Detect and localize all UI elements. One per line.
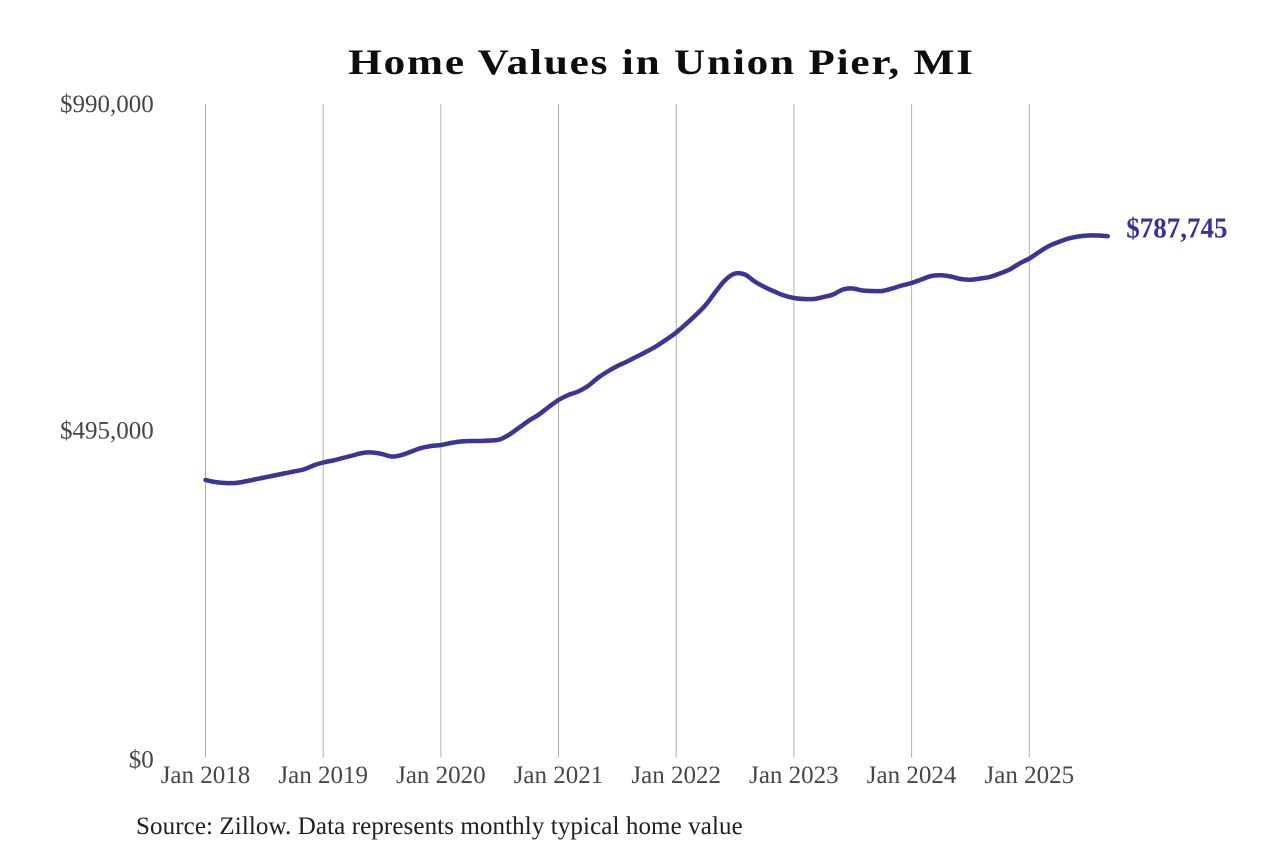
svg-text:Jan 2021: Jan 2021 (514, 762, 604, 789)
svg-text:Jan 2025: Jan 2025 (985, 762, 1075, 789)
svg-text:$0: $0 (129, 747, 154, 774)
svg-text:$495,000: $495,000 (60, 418, 154, 445)
svg-text:Jan 2023: Jan 2023 (749, 762, 839, 789)
svg-text:Jan 2018: Jan 2018 (161, 762, 251, 789)
svg-text:Jan 2024: Jan 2024 (867, 762, 957, 789)
svg-text:Home Values in Union Pier, MI: Home Values in Union Pier, MI (348, 42, 974, 82)
svg-text:Source: Zillow. Data represent: Source: Zillow. Data represents monthly … (136, 813, 743, 840)
svg-text:Jan 2020: Jan 2020 (396, 762, 486, 789)
svg-text:$787,745: $787,745 (1126, 213, 1227, 245)
svg-text:Jan 2019: Jan 2019 (278, 762, 368, 789)
svg-text:Jan 2022: Jan 2022 (631, 762, 721, 789)
svg-text:$990,000: $990,000 (60, 91, 154, 118)
